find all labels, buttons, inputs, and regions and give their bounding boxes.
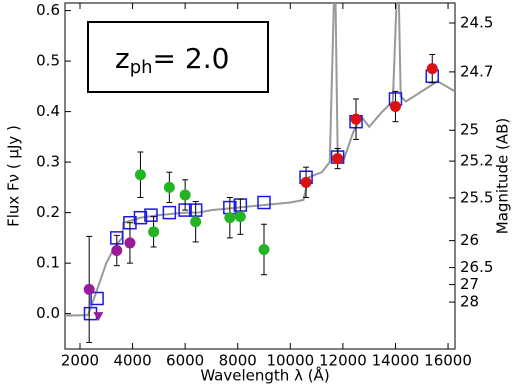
plot-area	[65, 3, 455, 343]
plot-frame	[64, 2, 456, 350]
y-tick-label: 0.1	[36, 254, 60, 272]
y2-tick-label: 24.5	[460, 13, 493, 31]
annotation-box: zph= 2.0	[87, 21, 269, 93]
y2-tick-label: 25	[460, 121, 479, 139]
annotation-frame	[87, 21, 269, 93]
observed-flux	[350, 113, 362, 125]
model-flux-marker	[162, 205, 177, 220]
observed-flux	[258, 243, 270, 255]
y-tick-label: 0.4	[36, 102, 60, 120]
observed-flux	[389, 101, 401, 113]
annotation-sub: ph	[130, 57, 153, 78]
y2-tick-label: 26	[460, 231, 479, 249]
y-tick-label: 0.5	[36, 52, 60, 70]
model-flux-marker	[144, 208, 158, 222]
y-tick-label: 0.2	[36, 203, 60, 221]
upper-limit	[93, 312, 104, 322]
observed-flux	[426, 63, 438, 75]
x-axis-label: Wavelength λ (Å)	[200, 366, 329, 385]
x-tick-label: 14000	[372, 352, 420, 370]
observed-flux	[163, 181, 175, 193]
x-tick-label: 4000	[113, 352, 151, 370]
observed-flux	[148, 226, 160, 238]
observed-flux	[111, 245, 123, 257]
annotation-rest: = 2.0	[153, 42, 230, 75]
y-axis-label: Flux Fν ( μJy )	[5, 125, 23, 227]
observed-flux	[224, 212, 236, 224]
observed-flux	[83, 283, 95, 295]
model-flux-marker	[257, 195, 271, 210]
observed-flux	[300, 176, 312, 188]
x-tick-label: 2000	[61, 352, 99, 370]
model-flux-marker	[133, 210, 148, 225]
y2-tick-label: 25.2	[460, 152, 493, 170]
y-tick-label: 0.0	[36, 304, 60, 322]
annotation-base: z	[115, 42, 130, 75]
model-flux-marker	[90, 291, 104, 306]
y-tick-label: 0.6	[36, 1, 60, 19]
observed-flux	[234, 211, 246, 223]
y2-axis-label: Magnitude (AB)	[494, 118, 512, 235]
annotation: zph= 2.0	[115, 42, 229, 78]
x-tick-label: 10000	[266, 352, 314, 370]
observed-flux	[190, 216, 202, 228]
x-tick-label: 8000	[219, 352, 257, 370]
x-tick-label: 12000	[319, 352, 367, 370]
x-tick-label: 16000	[424, 352, 472, 370]
y2-tick-label: 26.5	[460, 258, 493, 276]
y2-tick-label: 25.5	[460, 188, 493, 206]
y2-tick-label: 27	[460, 275, 479, 293]
observed-flux	[179, 189, 191, 201]
y2-tick-label: 24.7	[460, 62, 493, 80]
observed-flux	[134, 169, 146, 181]
y-tick-label: 0.3	[36, 153, 60, 171]
observed-flux	[332, 153, 344, 165]
observed-flux	[124, 237, 136, 249]
x-tick-label: 6000	[166, 352, 204, 370]
y2-tick-label: 28	[460, 293, 479, 311]
